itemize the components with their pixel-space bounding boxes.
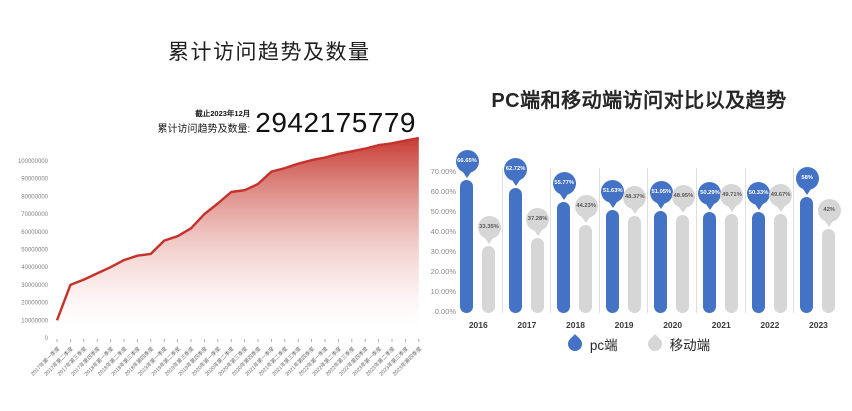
- year-group-2022: 50.33% 49.67% 2022: [746, 148, 795, 330]
- y-axis-tick-label: 0: [45, 336, 49, 342]
- y-axis-tick-label: 50.00%: [430, 207, 456, 216]
- legend: pc端 移动端: [426, 334, 852, 354]
- left-chart-title: 累计访问趋势及数量: [168, 41, 371, 64]
- year-group-2016: 66.65% 33.35% 2016: [454, 148, 503, 330]
- year-group-2018: 55.77% 44.23% 2018: [551, 148, 600, 330]
- year-group-2021: 50.29% 49.71% 2021: [697, 148, 746, 330]
- pc-value-balloon: 50.33%: [747, 182, 771, 206]
- group-separator: [695, 168, 697, 313]
- pc-value-balloon: 51.63%: [601, 179, 625, 203]
- legend-item-mobile: 移动端: [644, 334, 711, 354]
- pc-value-balloon: 62.72%: [504, 157, 528, 181]
- pc-bar: [751, 212, 765, 313]
- pc-bar: [460, 179, 473, 313]
- y-axis-tick-label: 40000000: [21, 265, 48, 271]
- mobile-value-balloon: 48.95%: [671, 185, 695, 209]
- bars-area: 66.65% 33.35% 2016 62.72% 37.28% 2017 55.77% 44…: [454, 148, 843, 330]
- mobile-value-balloon: 49.71%: [720, 183, 744, 207]
- pc-series-drop-icon: [564, 334, 585, 354]
- pc-bar: [654, 210, 668, 313]
- y-axis-tick-label: 30000000: [21, 283, 48, 289]
- legend-item-pc: pc端: [564, 334, 618, 354]
- y-axis: 70.00% 60.00% 50.00% 40.00% 30.00% 20.00% 10.0…: [426, 148, 456, 318]
- pc-value-balloon: 50.29%: [698, 182, 722, 206]
- group-separator: [598, 168, 600, 313]
- y-axis-tick-label: 20.00%: [430, 267, 456, 276]
- y-axis-tick-label: 50000000: [21, 248, 48, 254]
- x-axis-year-label: 2021: [711, 320, 731, 330]
- y-axis-tick-label: 30.00%: [430, 247, 456, 256]
- mobile-bar: [530, 238, 544, 313]
- mobile-bar: [822, 229, 836, 313]
- kpi-date-note: 截止2023年12月: [195, 109, 251, 118]
- mobile-value-balloon: 37.28%: [526, 208, 550, 232]
- x-axis-year-label: 2023: [808, 320, 828, 330]
- pc-mobile-panel: PC端和移动端访问对比以及趋势 70.00% 60.00% 50.00% 40.00%…: [426, 0, 852, 411]
- pc-value-balloon: 58%: [795, 167, 819, 190]
- y-axis-tick-label: 70.00%: [430, 167, 456, 176]
- pc-bar: [508, 187, 522, 313]
- group-separator: [744, 168, 746, 313]
- kpi-label: 累计访问趋势及数量:: [157, 124, 251, 135]
- mobile-value-balloon: 48.37%: [623, 186, 647, 210]
- cumulative-area-chart: 0 10000000 20000000 30000000 40000000 5000000…: [18, 136, 424, 377]
- year-group-2019: 51.63% 48.37% 2019: [600, 148, 649, 330]
- pc-value-balloon: 55.77%: [552, 171, 576, 195]
- x-axis-year-label: 2016: [468, 320, 488, 330]
- mobile-series-drop-icon: [644, 334, 665, 354]
- pc-bar: [702, 212, 716, 313]
- y-axis-tick-label: 90000000: [21, 177, 48, 183]
- group-separator: [550, 168, 552, 313]
- y-axis-tick-label: 10.00%: [430, 287, 456, 296]
- area-fill: [57, 138, 419, 338]
- mobile-value-balloon: 49.67%: [769, 183, 793, 207]
- y-axis-tick-label: 0.00%: [434, 307, 456, 316]
- mobile-bar: [579, 224, 593, 313]
- y-axis-tick-label: 60000000: [21, 230, 48, 236]
- right-chart-title: PC端和移动端访问对比以及趋势: [491, 90, 787, 112]
- group-separator: [647, 168, 649, 313]
- pc-bar: [800, 197, 814, 313]
- mobile-value-balloon: 33.35%: [477, 216, 501, 240]
- kpi-block: 截止2023年12月 累计访问趋势及数量: 2942175779: [0, 108, 416, 137]
- mobile-bar: [724, 213, 738, 313]
- year-group-2020: 51.05% 48.95% 2020: [648, 148, 697, 330]
- x-axis-year-label: 2019: [614, 320, 634, 330]
- mobile-bar: [627, 216, 641, 313]
- pc-value-balloon: 51.05%: [649, 180, 673, 204]
- y-axis-tick-label: 100000000: [18, 159, 49, 165]
- pc-bar: [557, 201, 571, 313]
- group-separator: [793, 168, 795, 313]
- mobile-bar: [773, 213, 787, 313]
- pc-value-balloon: 66.65%: [455, 149, 479, 173]
- y-axis-tick-label: 40.00%: [430, 227, 456, 236]
- y-axis-tick-label: 20000000: [21, 301, 48, 307]
- y-axis-tick-label: 10000000: [21, 318, 48, 324]
- pc-bar: [605, 209, 619, 313]
- kpi-total-value: 2942175779: [255, 107, 416, 139]
- mobile-value-balloon: 42%: [817, 199, 841, 222]
- mobile-value-balloon: 44.23%: [574, 194, 598, 218]
- y-axis-tick-label: 70000000: [21, 212, 48, 218]
- pc-mobile-bar-chart: 70.00% 60.00% 50.00% 40.00% 30.00% 20.00% 10.0…: [426, 148, 852, 338]
- year-group-2023: 58% 42% 2023: [794, 148, 843, 330]
- group-separator: [501, 168, 503, 313]
- trend-line: [55, 136, 420, 321]
- legend-label-mobile: 移动端: [669, 338, 711, 353]
- mobile-bar: [676, 215, 690, 313]
- mobile-bar: [482, 246, 495, 313]
- x-axis-year-label: 2022: [760, 320, 780, 330]
- kpi-caption: 截止2023年12月 累计访问趋势及数量:: [157, 108, 250, 135]
- y-axis-tick-label: 60.00%: [430, 187, 456, 196]
- y-axis-tick-label: 80000000: [21, 194, 48, 200]
- legend-label-pc: pc端: [589, 338, 618, 353]
- x-axis-year-label: 2018: [566, 320, 585, 330]
- x-axis-year-label: 2020: [663, 320, 683, 330]
- x-axis-year-label: 2017: [517, 320, 537, 330]
- cumulative-visits-panel: 累计访问趋势及数量 截止2023年12月 累计访问趋势及数量: 29421757…: [0, 41, 424, 377]
- year-group-2017: 62.72% 37.28% 2017: [503, 148, 552, 330]
